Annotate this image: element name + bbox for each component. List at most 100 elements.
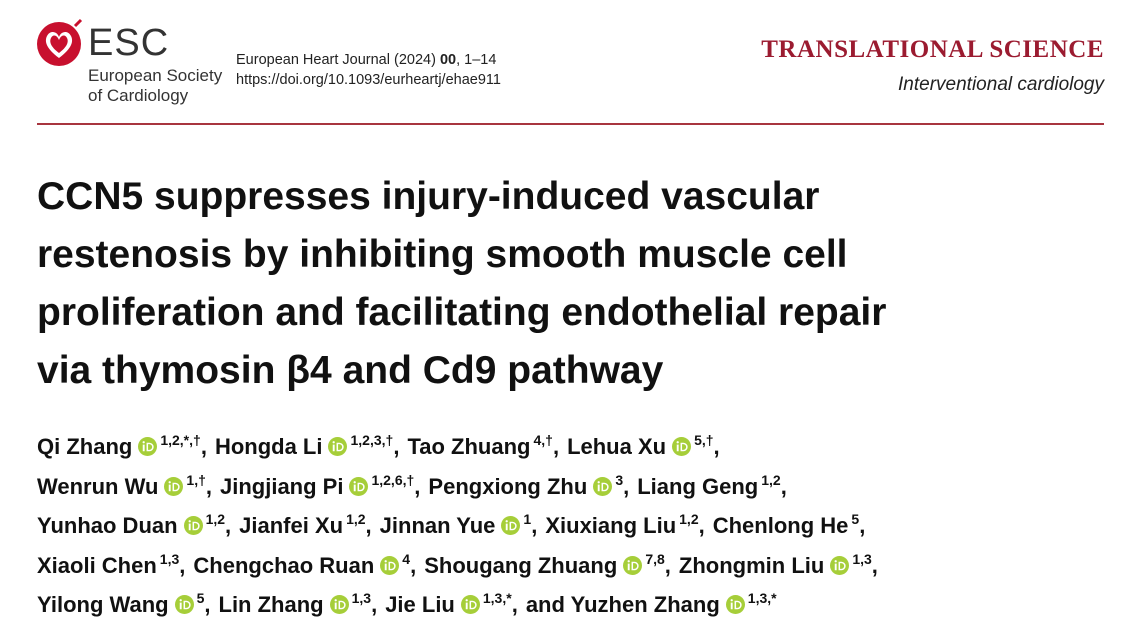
section: TRANSLATIONAL SCIENCE — [761, 36, 1104, 63]
affiliation: 5 — [851, 511, 860, 527]
header-rule — [37, 123, 1104, 125]
author-name: Lehua Xu — [567, 434, 667, 459]
orcid-icon[interactable] — [138, 437, 158, 456]
author: Chenlong He 5, — [712, 511, 866, 538]
author-line: Yunhao Duan 1,2, Jianfei Xu 1,2, Jinnan Yue 1… — [37, 503, 886, 543]
separator: , — [410, 552, 417, 578]
affiliation: 1,3 — [852, 550, 872, 567]
subsection: Interventional cardiology — [898, 74, 1104, 95]
orcid-icon[interactable] — [830, 555, 850, 575]
author-name: Jie Liu — [385, 592, 455, 617]
affiliation: 4,† — [533, 432, 553, 448]
author-name: Liang Geng — [637, 473, 759, 499]
affiliation: 1,2,*,† — [160, 432, 201, 448]
author-name: Wenrun Wu — [37, 473, 159, 499]
author: Xiaoli Chen 1,3, — [37, 550, 185, 578]
author: Lehua Xu 5,†, — [567, 432, 720, 459]
author-name: Shougang Zhuang — [424, 552, 618, 578]
orcid-icon[interactable] — [501, 516, 521, 535]
title-line: CCN5 suppresses injury-induced vascular — [37, 175, 820, 218]
affiliation: 1,2,6,† — [371, 471, 415, 488]
separator: , — [871, 552, 878, 578]
separator: , — [859, 513, 866, 538]
separator: , — [664, 552, 671, 578]
affiliation: 1,2 — [346, 511, 366, 527]
author-name: Qi Zhang — [37, 434, 133, 459]
affiliation: 1,3 — [159, 550, 180, 567]
author-name: Jingjiang Pi — [220, 473, 344, 499]
affiliation: 5,† — [694, 432, 714, 448]
author: Xiuxiang Liu 1,2, — [545, 511, 705, 538]
affiliation: 1,2 — [205, 511, 226, 527]
author-name: Yilong Wang — [37, 592, 169, 617]
article-title: CCN5 suppresses injury-induced vascular r… — [37, 168, 886, 400]
orcid-icon[interactable] — [380, 555, 400, 575]
author: Pengxiong Zhu 3, — [428, 471, 630, 499]
author-line: Wenrun Wu 1,†, Jingjiang Pi 1,2,6,†, Pengxio… — [37, 464, 886, 504]
logo-name: of Cardiology — [88, 86, 189, 105]
affiliation: 1,† — [186, 471, 206, 488]
orcid-icon[interactable] — [174, 595, 194, 614]
separator: , — [393, 434, 400, 459]
affiliation: 3 — [615, 471, 624, 488]
author-name: Jianfei Xu — [239, 513, 344, 538]
orcid-icon[interactable] — [672, 437, 692, 456]
orcid-icon[interactable] — [329, 595, 349, 614]
author-name: Pengxiong Zhu — [428, 473, 588, 499]
author-line: Qi Zhang 1,2,*,†, Hongda Li 1,2,3,†, Tao Zhu… — [37, 424, 886, 464]
author-name: Xiuxiang Liu — [545, 513, 677, 538]
journal-name: European Heart Journal (2024) — [236, 52, 436, 68]
orcid-icon[interactable] — [593, 476, 613, 496]
author-name: Tao Zhuang — [407, 434, 531, 459]
author: Hongda Li 1,2,3,†, — [214, 432, 400, 459]
author-line: Yilong Wang 5, Lin Zhang 1,3, Jie Liu 1,3,*, a… — [37, 582, 886, 622]
separator: , — [623, 473, 630, 499]
author: Shougang Zhuang 7,8, — [424, 550, 671, 578]
author-name: Xiaoli Chen — [37, 552, 157, 578]
author: Wenrun Wu 1,†, — [37, 471, 212, 499]
orcid-icon[interactable] — [349, 476, 369, 496]
affiliation: 7,8 — [645, 550, 665, 567]
separator: , — [225, 513, 232, 538]
orcid-icon[interactable] — [725, 595, 745, 614]
affiliation: 1,2 — [761, 471, 781, 488]
author-name: Chenlong He — [712, 513, 849, 538]
author-name: Chengchao Ruan — [193, 552, 375, 578]
orcid-icon[interactable] — [328, 437, 348, 456]
author: Yunhao Duan 1,2, — [37, 511, 232, 538]
author: Tao Zhuang 4,†, — [407, 432, 559, 459]
affiliation: 1,2,3,† — [350, 432, 394, 448]
separator: , — [414, 473, 421, 499]
logo-name: European Society — [88, 66, 223, 85]
author: Jie Liu 1,3,*, — [385, 590, 518, 617]
separator: , — [371, 592, 378, 617]
author-line: Xiaoli Chen 1,3, Chengchao Ruan 4, Shougang … — [37, 543, 886, 583]
orcid-icon[interactable] — [164, 476, 184, 496]
separator: , — [511, 592, 518, 617]
author-name: Yunhao Duan — [37, 513, 178, 538]
separator: , — [698, 513, 705, 538]
separator: , — [204, 592, 211, 617]
author: Qi Zhang 1,2,*,†, — [37, 432, 207, 459]
author-list: Qi Zhang 1,2,*,†, Hongda Li 1,2,3,†, Tao Zhu… — [37, 424, 886, 622]
separator: , — [200, 434, 207, 459]
author-name: Lin Zhang — [218, 592, 324, 617]
orcid-icon[interactable] — [623, 555, 643, 575]
doi[interactable]: https://doi.org/10.1093/eurheartj/ehae91… — [236, 72, 501, 88]
journal-line: European Heart Journal (2024) 00, 1–14 — [236, 52, 496, 68]
separator: , — [205, 473, 212, 499]
author-name: Hongda Li — [214, 434, 323, 459]
esc-logo-icon — [37, 18, 83, 66]
author: Chengchao Ruan 4, — [193, 551, 417, 578]
author-name: Jinnan Yue — [379, 513, 496, 538]
author-conjunction: and — [525, 592, 565, 617]
author: Jingjiang Pi 1,2,6,†, — [220, 471, 421, 499]
affiliation: 1,3,* — [747, 590, 777, 606]
separator: , — [713, 434, 720, 459]
title-line: restenosis by inhibiting smooth muscle c… — [37, 233, 848, 276]
orcid-icon[interactable] — [460, 595, 480, 614]
separator: , — [531, 513, 538, 538]
author: Jinnan Yue 1, — [379, 511, 538, 538]
author: Jianfei Xu 1,2, — [239, 511, 372, 538]
orcid-icon[interactable] — [183, 516, 203, 535]
